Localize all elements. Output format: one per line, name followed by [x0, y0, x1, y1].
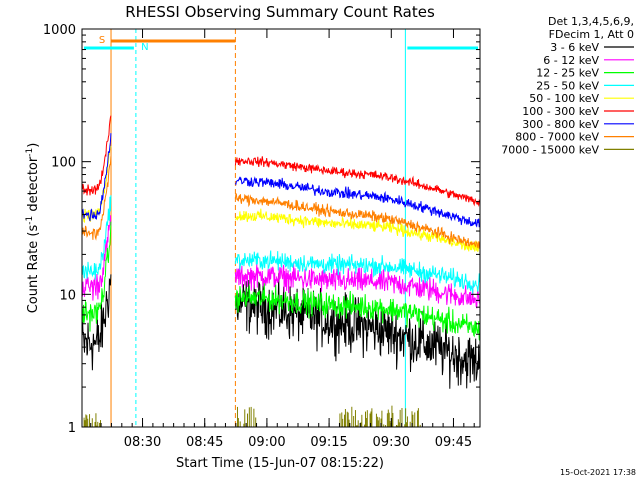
night-flag-label: N	[141, 42, 148, 53]
legend-entry-label: 25 - 50 keV	[536, 79, 599, 92]
legend-entry-label: 300 - 800 keV	[522, 118, 599, 131]
plot-frame	[81, 28, 481, 428]
x-tick-label: 09:00	[248, 435, 285, 450]
legend-entry-label: 12 - 25 keV	[536, 67, 599, 80]
legend-entry-label: 6 - 12 keV	[543, 54, 599, 67]
legend-header-detectors: Det 1,3,4,5,6,9,	[548, 15, 634, 28]
y-tick-label: 1000	[43, 23, 76, 38]
series-100-300-kev	[81, 115, 481, 207]
legend: Det 1,3,4,5,6,9, FDecim 1, Att 0 3 - 6 k…	[501, 15, 634, 156]
series-25-50-kev	[81, 195, 481, 294]
y-axis-label: Count Rate (s-1 detector-1)	[25, 143, 41, 314]
x-tick-label: 08:45	[186, 435, 223, 450]
x-axis-label: Start Time (15-Jun-07 08:15:22)	[176, 456, 384, 471]
series-6-12-kev	[81, 215, 481, 310]
saa-flag-label: S	[99, 35, 105, 46]
legend-entry-label: 3 - 6 keV	[550, 41, 599, 54]
x-tick-label: 08:30	[124, 435, 161, 450]
render-timestamp: 15-Oct-2021 17:38	[560, 468, 636, 477]
series-800-7000-kev	[81, 156, 481, 249]
legend-entry-label: 7000 - 15000 keV	[501, 143, 599, 156]
series-12-25-kev	[81, 221, 481, 341]
legend-header-decimation: FDecim 1, Att 0	[549, 28, 634, 41]
y-tick-label: 10	[59, 288, 76, 303]
series-300-800-kev	[81, 133, 481, 228]
y-tick-label: 100	[51, 156, 76, 171]
series-3-6-kev	[81, 273, 481, 389]
legend-entry-label: 800 - 7000 keV	[515, 131, 599, 144]
x-tick-label: 09:15	[310, 435, 347, 450]
chart-title: RHESSI Observing Summary Count Rates	[125, 3, 435, 21]
x-tick-label: 09:30	[373, 435, 410, 450]
legend-entry-label: 100 - 300 keV	[522, 105, 599, 118]
x-tick-label: 09:45	[435, 435, 472, 450]
series-7000-15000-kev	[83, 405, 421, 427]
y-tick-label: 1	[68, 421, 76, 436]
legend-entry-label: 50 - 100 keV	[529, 92, 599, 105]
